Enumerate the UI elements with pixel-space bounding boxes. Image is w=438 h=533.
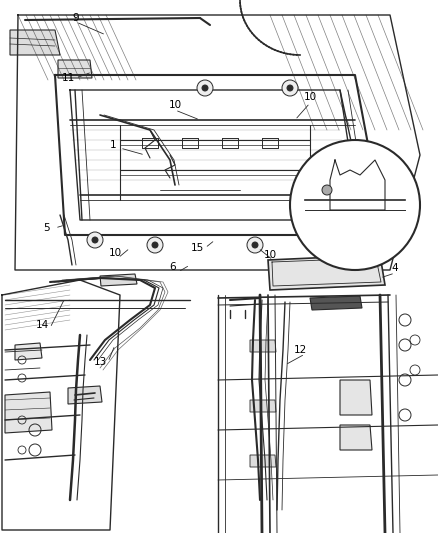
Polygon shape — [15, 343, 42, 360]
Polygon shape — [250, 400, 276, 412]
Polygon shape — [5, 392, 52, 433]
Polygon shape — [100, 274, 137, 286]
Circle shape — [152, 242, 158, 248]
Circle shape — [290, 140, 420, 270]
Text: 5: 5 — [44, 223, 50, 233]
Circle shape — [282, 80, 298, 96]
Circle shape — [347, 192, 353, 198]
Polygon shape — [315, 276, 345, 281]
Circle shape — [322, 185, 332, 195]
Text: 10: 10 — [109, 248, 122, 258]
Circle shape — [92, 237, 98, 243]
Text: 11: 11 — [61, 73, 74, 83]
Text: 14: 14 — [35, 320, 49, 330]
Text: 13: 13 — [93, 357, 106, 367]
Polygon shape — [250, 455, 276, 467]
Text: 10: 10 — [169, 100, 182, 110]
Polygon shape — [58, 60, 92, 78]
Circle shape — [247, 237, 263, 253]
Polygon shape — [340, 380, 372, 415]
Circle shape — [287, 85, 293, 91]
Polygon shape — [268, 255, 385, 290]
Circle shape — [252, 242, 258, 248]
Text: 1: 1 — [110, 140, 117, 150]
Text: 9: 9 — [73, 13, 79, 23]
Text: 10: 10 — [314, 197, 327, 207]
Circle shape — [87, 232, 103, 248]
Text: 12: 12 — [293, 345, 307, 355]
Circle shape — [342, 187, 358, 203]
Text: 10: 10 — [263, 250, 276, 260]
Polygon shape — [310, 296, 362, 310]
Text: 6: 6 — [170, 262, 177, 272]
Text: 10: 10 — [304, 92, 317, 102]
Text: 15: 15 — [191, 243, 204, 253]
Polygon shape — [340, 425, 372, 450]
Text: 3: 3 — [404, 188, 410, 198]
Text: 4: 4 — [392, 263, 398, 273]
Bar — [215, 298, 438, 533]
Polygon shape — [250, 340, 276, 352]
Circle shape — [147, 237, 163, 253]
Circle shape — [202, 85, 208, 91]
Bar — [0, 298, 210, 533]
Polygon shape — [68, 386, 102, 404]
Circle shape — [197, 80, 213, 96]
Polygon shape — [10, 30, 60, 55]
